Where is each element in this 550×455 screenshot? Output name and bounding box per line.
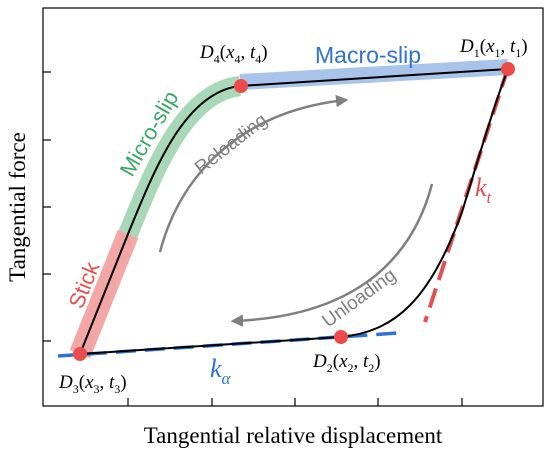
unloading-curve	[79, 68, 509, 355]
point-d4-label: D4(x4, t4)	[199, 42, 268, 66]
point-d2-marker	[334, 330, 348, 344]
x-axis-title: Tangential relative displacement	[144, 423, 443, 448]
unloading-arrow	[230, 183, 434, 327]
kt-label: kt	[475, 173, 493, 207]
x-ticks	[127, 398, 463, 406]
point-d3-label: D3(x3, t3)	[58, 372, 127, 396]
point-d4-marker	[234, 79, 248, 93]
reloading-curve	[79, 68, 509, 355]
ka-label: kα	[210, 354, 232, 388]
point-d3-marker	[73, 347, 87, 361]
point-d1-label: D1(x1, t1)	[459, 36, 528, 60]
macro-slip-label: Macro-slip	[315, 42, 421, 68]
point-d2-label: D2(x2, t2)	[312, 351, 381, 375]
macro-slip-band	[239, 59, 509, 90]
reloading-arrow	[158, 94, 349, 253]
reloading-label: Reloading	[191, 110, 271, 179]
point-d1-marker	[501, 62, 515, 76]
y-axis-title: Tangential force	[5, 132, 30, 282]
y-ticks	[43, 71, 51, 342]
